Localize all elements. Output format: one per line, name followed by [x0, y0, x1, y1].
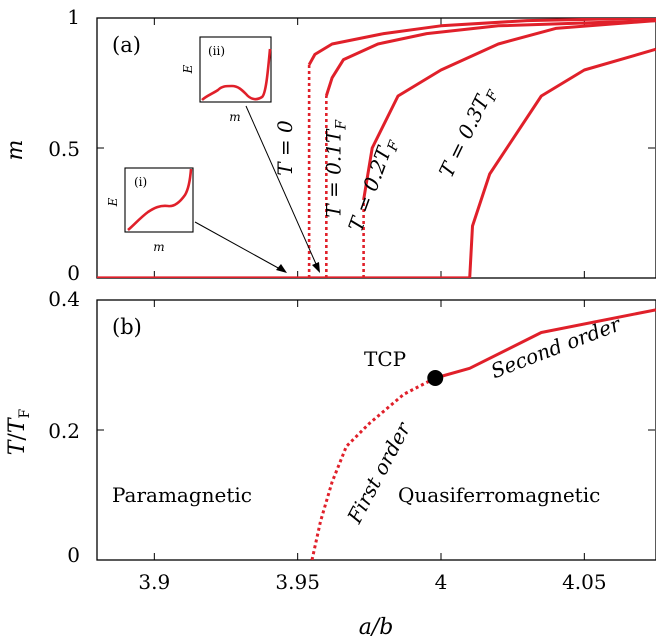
inset-i-y-label: E — [106, 197, 120, 207]
inset-i-arrowhead — [276, 264, 287, 273]
y-tick-label: 0.4 — [48, 287, 80, 311]
panel-b-y-tick-labels: 0 0.2 0.4 — [48, 287, 80, 567]
x-axis-label: a/b — [359, 615, 394, 640]
inset-ii-frame — [199, 36, 272, 103]
curve-label-series-1: T = 0.1TF — [322, 119, 350, 218]
panel-a-curves — [97, 18, 656, 278]
inset-i: (i) m E — [106, 167, 194, 254]
region-label-paramagnetic: Paramagnetic — [112, 483, 252, 507]
first-order-label: First order — [342, 417, 416, 528]
panel-a-y-tick-labels: 00.51 — [48, 5, 80, 285]
inset-ii-x-label: m — [229, 110, 240, 124]
magnetization-curve-series-0 — [307, 18, 656, 66]
region-label-quasiferromagnetic: Quasiferromagnetic — [398, 483, 600, 507]
y-tick-label: 0 — [67, 261, 80, 285]
second-order-label: Second order — [487, 311, 624, 383]
panel-a-label: (a) — [112, 33, 141, 57]
panel-b: 0 0.2 0.4 3.9 3.95 4 4.05 (b) T/TF a/b Parama… — [5, 287, 656, 640]
y-tick-label: 0.5 — [48, 137, 80, 161]
curve-label-series-2: T = 0.2TF — [343, 133, 403, 236]
inset-i-energy-curve — [127, 168, 193, 231]
y-tick-label: 1 — [67, 5, 80, 29]
x-tick-label: 4 — [435, 570, 448, 594]
panel-b-x-tick-labels: 3.9 3.95 4 4.05 — [138, 570, 606, 594]
x-tick-label: 3.95 — [275, 570, 320, 594]
panel-b-label: (b) — [112, 315, 142, 339]
x-tick-label: 3.9 — [138, 570, 170, 594]
inset-ii-energy-curve — [201, 48, 272, 101]
tricritical-point — [427, 370, 444, 386]
curve-label-series-0: T = 0 — [273, 120, 297, 176]
panel-b-curves — [310, 308, 656, 560]
panel-b-y-axis-label: T/TF — [5, 408, 33, 455]
inset-ii-y-label: E — [181, 64, 195, 74]
panel-a-y-axis-label: m — [3, 140, 28, 161]
y-tick-label: 0 — [67, 543, 80, 567]
magnetization-curve-series-1 — [324, 19, 656, 97]
magnetization-curve-series-3 — [468, 47, 656, 278]
magnetization-curve-series-2 — [362, 19, 656, 201]
x-tick-label: 4.05 — [562, 570, 607, 594]
inset-ii-arrow-line — [245, 105, 317, 265]
tcp-label: TCP — [364, 347, 406, 371]
inset-ii-label: (ii) — [208, 44, 225, 58]
inset-ii: (ii) m E — [181, 36, 272, 124]
second-order-boundary — [434, 308, 656, 380]
inset-i-label: (i) — [134, 175, 147, 189]
y-tick-label: 0.2 — [48, 419, 80, 443]
inset-i-arrow-line — [194, 221, 281, 270]
inset-i-x-label: m — [153, 240, 164, 254]
inset-ii-arrowhead — [312, 262, 320, 273]
panel-b-ticks — [97, 299, 655, 561]
